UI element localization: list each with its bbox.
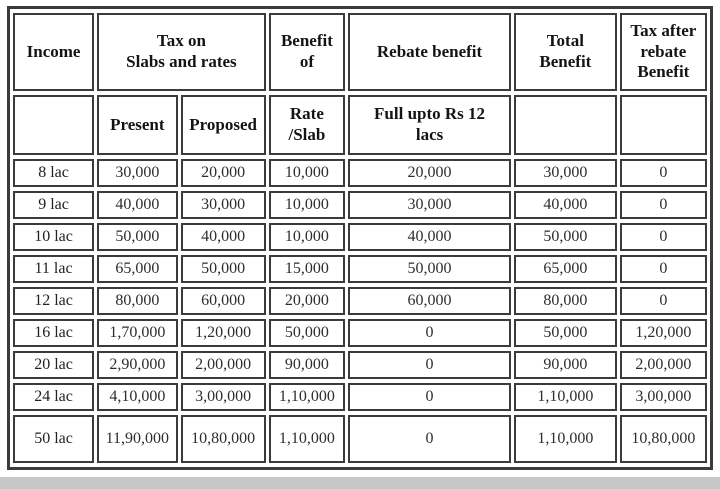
rate-slab-cell: 10,000 [268, 223, 346, 251]
rebate-cell: 20,000 [348, 159, 511, 187]
header-present: Present [97, 95, 178, 155]
rebate-cell: 30,000 [348, 191, 511, 219]
table-row: 50 lac 11,90,000 10,80,000 1,10,000 0 1,… [13, 415, 707, 463]
present-cell: 11,90,000 [97, 415, 178, 463]
header-row-1: Income Tax on Slabs and rates Benefit of… [13, 13, 707, 91]
total-cell: 1,10,000 [514, 383, 617, 411]
proposed-cell: 30,000 [180, 191, 266, 219]
tax-after-cell: 0 [619, 159, 707, 187]
income-cell: 24 lac [13, 383, 95, 411]
total-cell: 90,000 [514, 351, 617, 379]
tax-after-cell: 2,00,000 [619, 351, 707, 379]
total-cell: 30,000 [514, 159, 617, 187]
table-row: 24 lac 4,10,000 3,00,000 1,10,000 0 1,10… [13, 383, 707, 411]
table-row: 10 lac 50,000 40,000 10,000 40,000 50,00… [13, 223, 707, 251]
header-tax-after-sub [619, 95, 707, 155]
present-cell: 2,90,000 [97, 351, 178, 379]
header-row-2: Present Proposed Rate /Slab Full upto Rs… [13, 95, 707, 155]
table-row: 8 lac 30,000 20,000 10,000 20,000 30,000… [13, 159, 707, 187]
header-tax-after-rebate: Tax after rebate Benefit [619, 13, 707, 91]
rate-slab-cell: 10,000 [268, 191, 346, 219]
present-cell: 30,000 [97, 159, 178, 187]
income-cell: 20 lac [13, 351, 95, 379]
income-cell: 9 lac [13, 191, 95, 219]
header-rebate-benefit: Rebate benefit [348, 13, 511, 91]
total-cell: 1,10,000 [514, 415, 617, 463]
proposed-cell: 10,80,000 [180, 415, 266, 463]
rebate-cell: 0 [348, 383, 511, 411]
present-cell: 50,000 [97, 223, 178, 251]
header-proposed: Proposed [180, 95, 266, 155]
header-rate-slab: Rate /Slab [268, 95, 346, 155]
income-cell: 11 lac [13, 255, 95, 283]
rebate-cell: 0 [348, 415, 511, 463]
present-cell: 40,000 [97, 191, 178, 219]
rebate-cell: 40,000 [348, 223, 511, 251]
header-income-sub [13, 95, 95, 155]
income-cell: 8 lac [13, 159, 95, 187]
header-total-sub [514, 95, 617, 155]
total-cell: 50,000 [514, 319, 617, 347]
present-cell: 1,70,000 [97, 319, 178, 347]
proposed-cell: 20,000 [180, 159, 266, 187]
tax-after-cell: 1,20,000 [619, 319, 707, 347]
proposed-cell: 50,000 [180, 255, 266, 283]
present-cell: 4,10,000 [97, 383, 178, 411]
rate-slab-cell: 1,10,000 [268, 415, 346, 463]
header-benefit-of: Benefit of [268, 13, 346, 91]
rate-slab-cell: 15,000 [268, 255, 346, 283]
tax-after-cell: 3,00,000 [619, 383, 707, 411]
proposed-cell: 2,00,000 [180, 351, 266, 379]
tax-after-cell: 0 [619, 287, 707, 315]
table-row: 12 lac 80,000 60,000 20,000 60,000 80,00… [13, 287, 707, 315]
rate-slab-cell: 90,000 [268, 351, 346, 379]
total-cell: 65,000 [514, 255, 617, 283]
rebate-cell: 60,000 [348, 287, 511, 315]
rate-slab-cell: 1,10,000 [268, 383, 346, 411]
proposed-cell: 60,000 [180, 287, 266, 315]
proposed-cell: 40,000 [180, 223, 266, 251]
table-page: Income Tax on Slabs and rates Benefit of… [0, 0, 720, 477]
rate-slab-cell: 20,000 [268, 287, 346, 315]
tax-after-cell: 10,80,000 [619, 415, 707, 463]
tax-after-cell: 0 [619, 255, 707, 283]
table-row: 16 lac 1,70,000 1,20,000 50,000 0 50,000… [13, 319, 707, 347]
tax-benefit-table: Income Tax on Slabs and rates Benefit of… [7, 6, 713, 470]
header-rebate-full: Full upto Rs 12 lacs [348, 95, 511, 155]
income-cell: 16 lac [13, 319, 95, 347]
proposed-cell: 3,00,000 [180, 383, 266, 411]
total-cell: 40,000 [514, 191, 617, 219]
present-cell: 80,000 [97, 287, 178, 315]
income-cell: 10 lac [13, 223, 95, 251]
table-row: 11 lac 65,000 50,000 15,000 50,000 65,00… [13, 255, 707, 283]
rebate-cell: 50,000 [348, 255, 511, 283]
rate-slab-cell: 10,000 [268, 159, 346, 187]
header-tax-on-slabs: Tax on Slabs and rates [97, 13, 266, 91]
header-income: Income [13, 13, 95, 91]
rate-slab-cell: 50,000 [268, 319, 346, 347]
rebate-cell: 0 [348, 319, 511, 347]
tax-after-cell: 0 [619, 223, 707, 251]
rebate-cell: 0 [348, 351, 511, 379]
total-cell: 50,000 [514, 223, 617, 251]
present-cell: 65,000 [97, 255, 178, 283]
table-row: 9 lac 40,000 30,000 10,000 30,000 40,000… [13, 191, 707, 219]
tax-after-cell: 0 [619, 191, 707, 219]
proposed-cell: 1,20,000 [180, 319, 266, 347]
income-cell: 50 lac [13, 415, 95, 463]
table-row: 20 lac 2,90,000 2,00,000 90,000 0 90,000… [13, 351, 707, 379]
total-cell: 80,000 [514, 287, 617, 315]
income-cell: 12 lac [13, 287, 95, 315]
header-total-benefit: Total Benefit [514, 13, 617, 91]
